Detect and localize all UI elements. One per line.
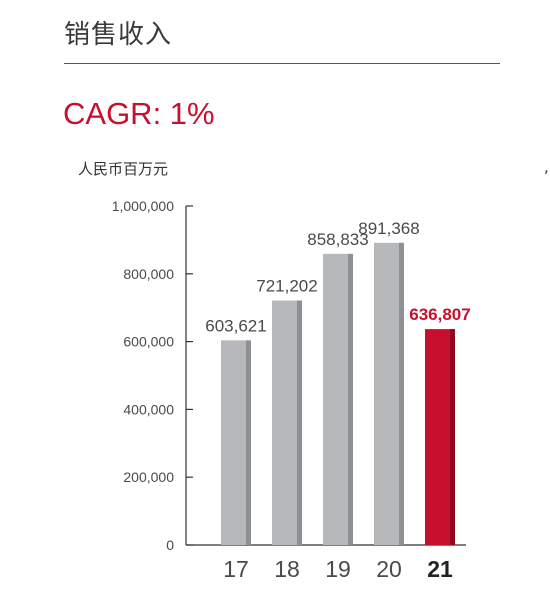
cagr-label: CAGR: 1% bbox=[63, 96, 215, 131]
y-tick-label: 200,000 bbox=[123, 469, 174, 485]
bar-shade bbox=[246, 340, 251, 545]
y-tick-label: 400,000 bbox=[123, 401, 174, 417]
data-label: 603,621 bbox=[205, 316, 266, 335]
y-tick-label: 0 bbox=[166, 537, 174, 553]
x-tick-label: 21 bbox=[427, 556, 453, 582]
y-tick-label: 600,000 bbox=[123, 334, 174, 350]
data-label: 721,202 bbox=[256, 277, 317, 296]
bar-shade bbox=[348, 253, 353, 546]
data-label: 891,368 bbox=[358, 219, 419, 238]
x-tick-label: 20 bbox=[376, 556, 402, 582]
bar-shade bbox=[399, 242, 404, 546]
bar-shade bbox=[450, 329, 455, 545]
x-tick-label: 18 bbox=[274, 556, 300, 582]
edge-mark: , bbox=[544, 158, 549, 176]
x-tick-label: 19 bbox=[325, 556, 351, 582]
y-tick-label: 1,000,000 bbox=[112, 198, 174, 214]
bar-shade bbox=[297, 300, 302, 545]
y-tick-label: 800,000 bbox=[123, 266, 174, 282]
data-label: 858,833 bbox=[307, 230, 368, 249]
y-axis-unit-label: 人民币百万元 bbox=[78, 160, 169, 178]
title-divider bbox=[64, 63, 500, 64]
page-title: 销售收入 bbox=[64, 20, 173, 50]
x-tick-label: 17 bbox=[223, 556, 249, 582]
data-label: 636,807 bbox=[409, 305, 470, 324]
